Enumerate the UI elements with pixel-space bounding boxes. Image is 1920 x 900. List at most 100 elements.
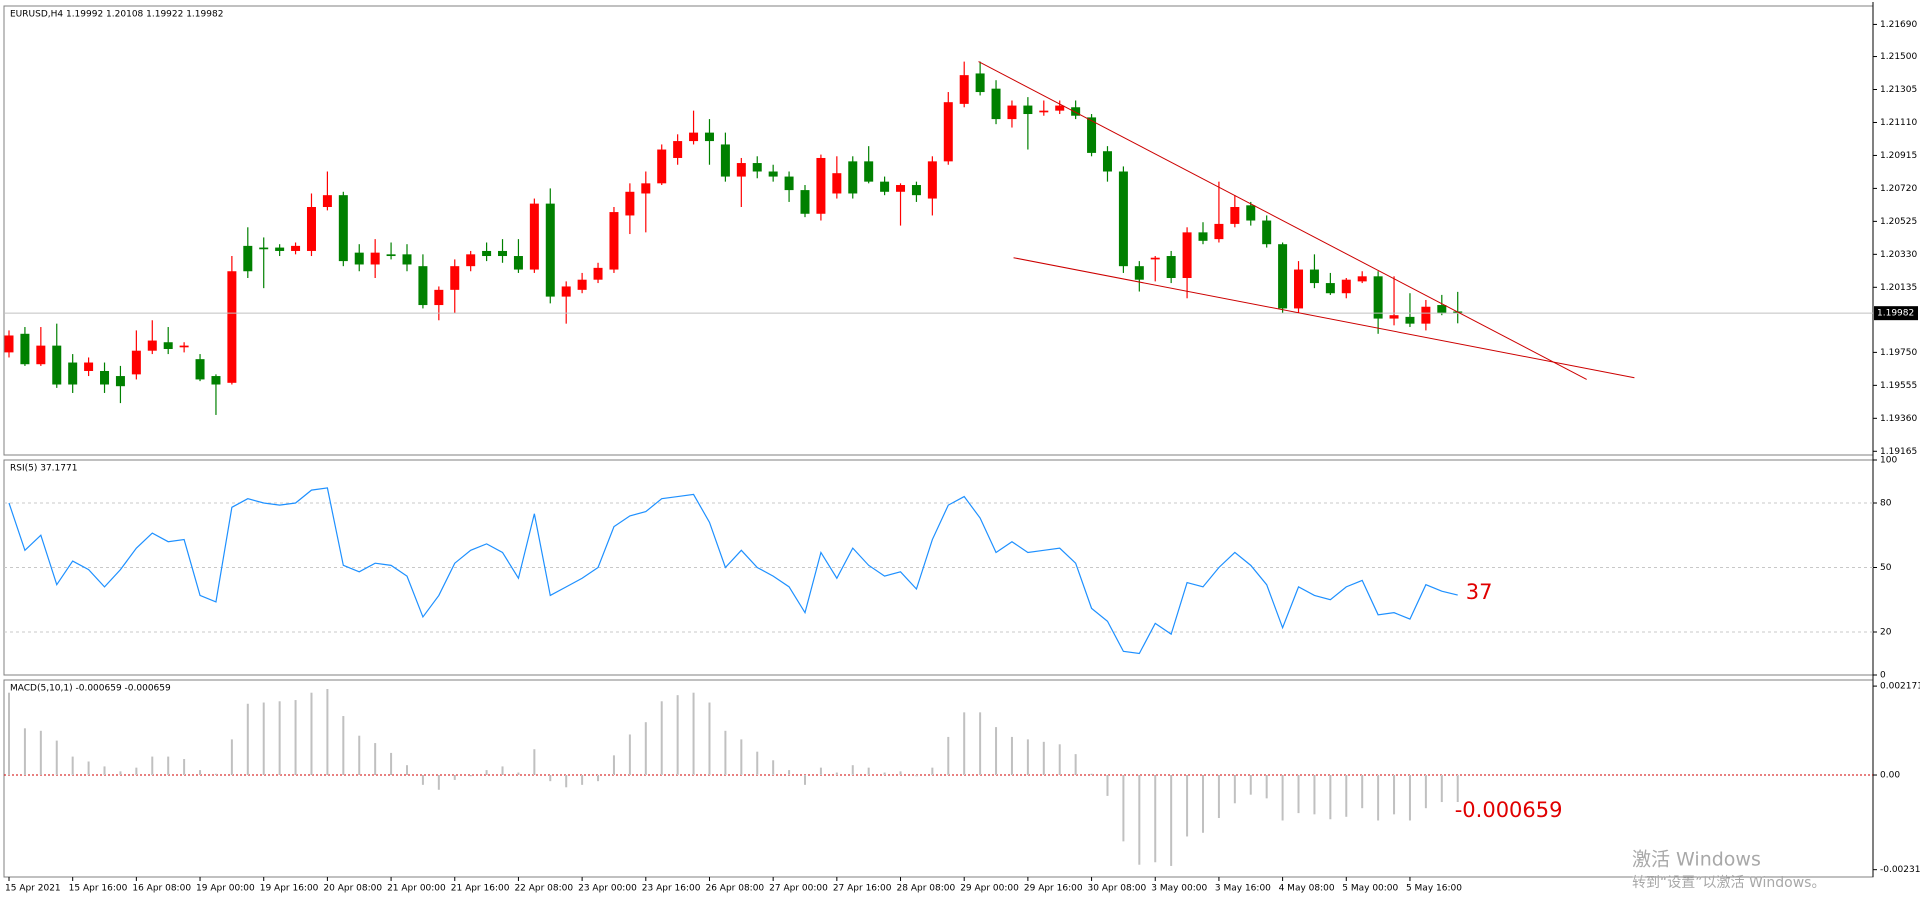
candle-body [450, 266, 460, 290]
macd-bar [708, 702, 711, 776]
macd-bar [612, 755, 615, 776]
candle-body [466, 254, 476, 267]
candle-body [1007, 105, 1017, 120]
macd-bar [1186, 775, 1189, 837]
macd-bar [501, 766, 504, 776]
macd-bar [1265, 775, 1268, 799]
watermark-title: 激活 Windows [1632, 849, 1761, 871]
candle-body [1437, 305, 1447, 314]
candle-body [864, 161, 874, 182]
candle-body [195, 359, 205, 380]
x-tick-label: 4 May 08:00 [1279, 884, 1335, 894]
candle-body [1071, 107, 1081, 116]
macd-bar [1329, 775, 1332, 820]
macd-bar [676, 695, 679, 776]
macd-bar [995, 727, 998, 776]
macd-bar [1408, 775, 1411, 821]
candle-body [1150, 257, 1160, 260]
macd-bar [1361, 775, 1364, 809]
candle-body [1357, 276, 1367, 282]
macd-bar [214, 773, 217, 776]
macd-bar [1233, 775, 1236, 804]
macd-bar [1042, 741, 1045, 776]
candle-body [338, 195, 348, 262]
candle-body [752, 163, 762, 172]
macd-bar [1170, 775, 1173, 866]
macd-bar [1313, 775, 1316, 815]
y-tick-label: 1.20525 [1880, 217, 1917, 227]
x-tick-label: 19 Apr 16:00 [260, 884, 319, 894]
macd-bar [628, 734, 631, 776]
y-tick-label: 1.20720 [1880, 184, 1917, 194]
x-tick-label: 22 Apr 08:00 [514, 884, 573, 894]
candle-body [20, 333, 30, 365]
candle-body [529, 203, 539, 270]
candle-body [418, 266, 428, 306]
macd-bar [1377, 775, 1380, 821]
macd-bar [406, 765, 408, 776]
candle-body [959, 75, 969, 104]
x-tick-label: 23 Apr 00:00 [578, 884, 637, 894]
candle-body [498, 250, 508, 257]
candle-body [1341, 279, 1351, 294]
candle-body [1421, 306, 1431, 324]
price-label-box [1874, 306, 1918, 321]
macd-bar [103, 766, 106, 776]
macd-bar [278, 701, 281, 776]
candle-body [832, 173, 842, 194]
candle-body [52, 345, 62, 385]
macd-bar [294, 700, 297, 776]
macd-bar [1138, 775, 1141, 865]
macd-bar [883, 772, 886, 776]
macd-bar [119, 771, 122, 776]
y-tick-label: 0.00 [1880, 771, 1900, 781]
pane-title: EURUSD,H4 1.19992 1.20108 1.19922 1.1998… [10, 10, 223, 20]
x-tick-label: 29 Apr 16:00 [1024, 884, 1083, 894]
candle-body [1198, 232, 1208, 241]
candle-body [1262, 220, 1272, 245]
macd-bar [517, 772, 520, 776]
candle-body [736, 163, 746, 177]
candle-body [641, 183, 651, 194]
x-tick-label: 27 Apr 16:00 [833, 884, 892, 894]
macd-bar [1090, 773, 1093, 776]
candle-body [131, 350, 141, 375]
candle-body [927, 161, 937, 199]
candle-body [1166, 256, 1176, 279]
candle-body [259, 247, 269, 250]
y-tick-label: 20 [1880, 628, 1892, 638]
macd-bar [660, 701, 663, 776]
y-tick-label: 1.21305 [1880, 85, 1917, 95]
y-tick-label: 1.19555 [1880, 381, 1917, 391]
candle-body [657, 149, 667, 184]
macd-bar [724, 730, 727, 776]
macd-bar [1281, 775, 1284, 821]
macd-bar [151, 756, 154, 776]
macd-bar [692, 692, 695, 776]
macd-bar [199, 770, 202, 776]
macd-bar [979, 712, 982, 776]
candle-body [482, 250, 492, 257]
macd-bar [851, 765, 854, 776]
macd-bar [87, 761, 90, 776]
macd-bar [1202, 775, 1204, 833]
macd-bar [1010, 736, 1013, 776]
candle-body [370, 252, 380, 265]
x-tick-label: 3 May 00:00 [1151, 884, 1207, 894]
candle-body [975, 73, 985, 93]
macd-bar [390, 752, 393, 776]
candle-body [720, 144, 730, 177]
candle-body [1325, 283, 1335, 294]
candle-body [943, 102, 953, 162]
candle-body [306, 207, 316, 251]
macd-bar [772, 760, 775, 776]
macd-bar [533, 749, 536, 776]
y-tick-label: 1.19360 [1880, 414, 1917, 424]
candle-body [1118, 171, 1128, 267]
candle-body [1294, 269, 1304, 309]
y-tick-label: 1.21110 [1880, 118, 1917, 128]
macd-bar [1026, 739, 1029, 776]
x-tick-label: 26 Apr 08:00 [705, 884, 764, 894]
trendline [1013, 257, 1635, 379]
candle-body [911, 185, 921, 196]
